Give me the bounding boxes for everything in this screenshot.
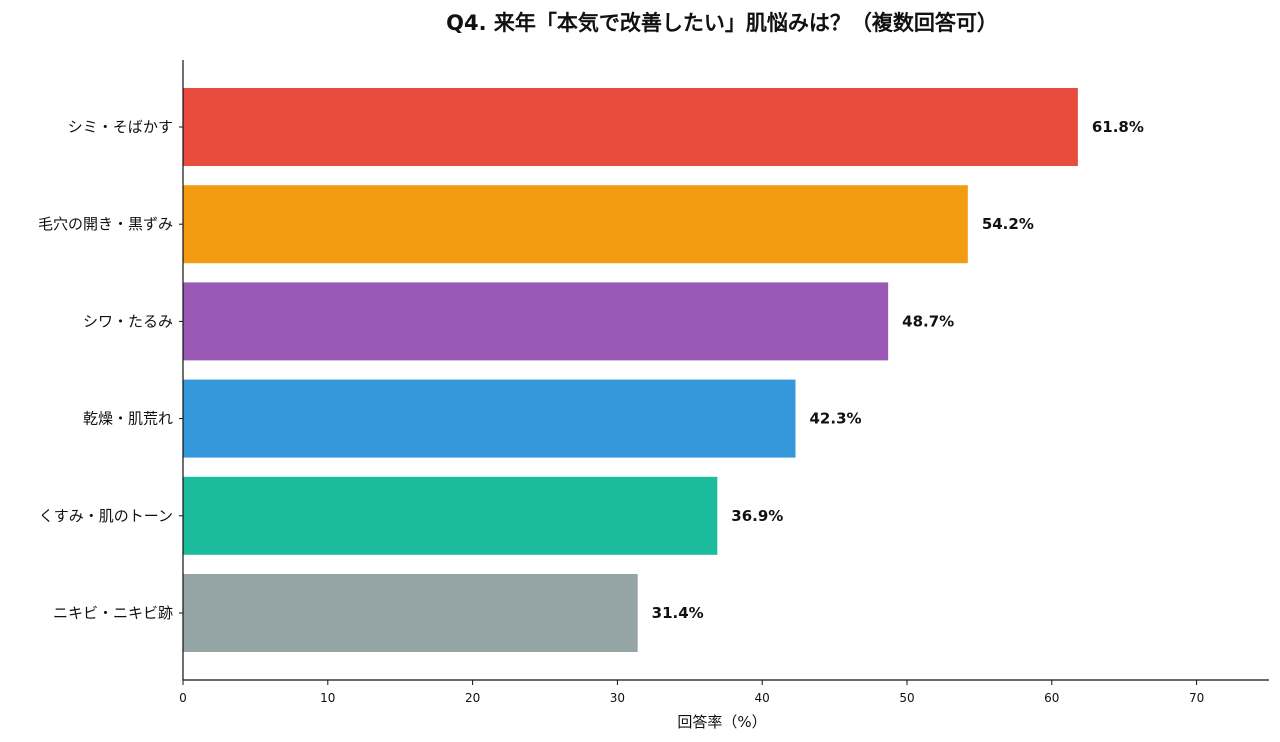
bar [183, 185, 968, 264]
x-tick-label: 0 [179, 691, 187, 705]
x-tick-label: 60 [1044, 691, 1059, 705]
bar [183, 282, 889, 361]
chart-title: Q4. 来年「本気で改善したい」肌悩みは？（複数回答可） [446, 11, 998, 35]
value-label: 42.3% [810, 410, 862, 428]
value-label: 48.7% [902, 312, 954, 330]
category-label: ニキビ・ニキビ跡 [53, 604, 173, 622]
bar [183, 379, 796, 458]
category-label: 乾燥・肌荒れ [83, 410, 173, 428]
category-label: シミ・そばかす [68, 118, 173, 136]
value-label: 36.9% [731, 507, 783, 525]
category-label: 毛穴の開き・黒ずみ [38, 215, 173, 233]
bar [183, 574, 638, 652]
value-label: 31.4% [652, 604, 704, 622]
x-tick-label: 70 [1189, 691, 1204, 705]
category-label: シワ・たるみ [83, 312, 173, 330]
bar [183, 88, 1078, 166]
bar [183, 476, 718, 555]
x-axis-label: 回答率（%） [677, 713, 766, 731]
x-tick-label: 30 [610, 691, 625, 705]
value-label: 61.8% [1092, 118, 1144, 136]
x-tick-label: 20 [465, 691, 480, 705]
value-label: 54.2% [982, 215, 1034, 233]
x-tick-label: 40 [755, 691, 770, 705]
x-tick-label: 10 [320, 691, 335, 705]
category-label: くすみ・肌のトーン [39, 507, 173, 525]
x-tick-label: 50 [899, 691, 914, 705]
